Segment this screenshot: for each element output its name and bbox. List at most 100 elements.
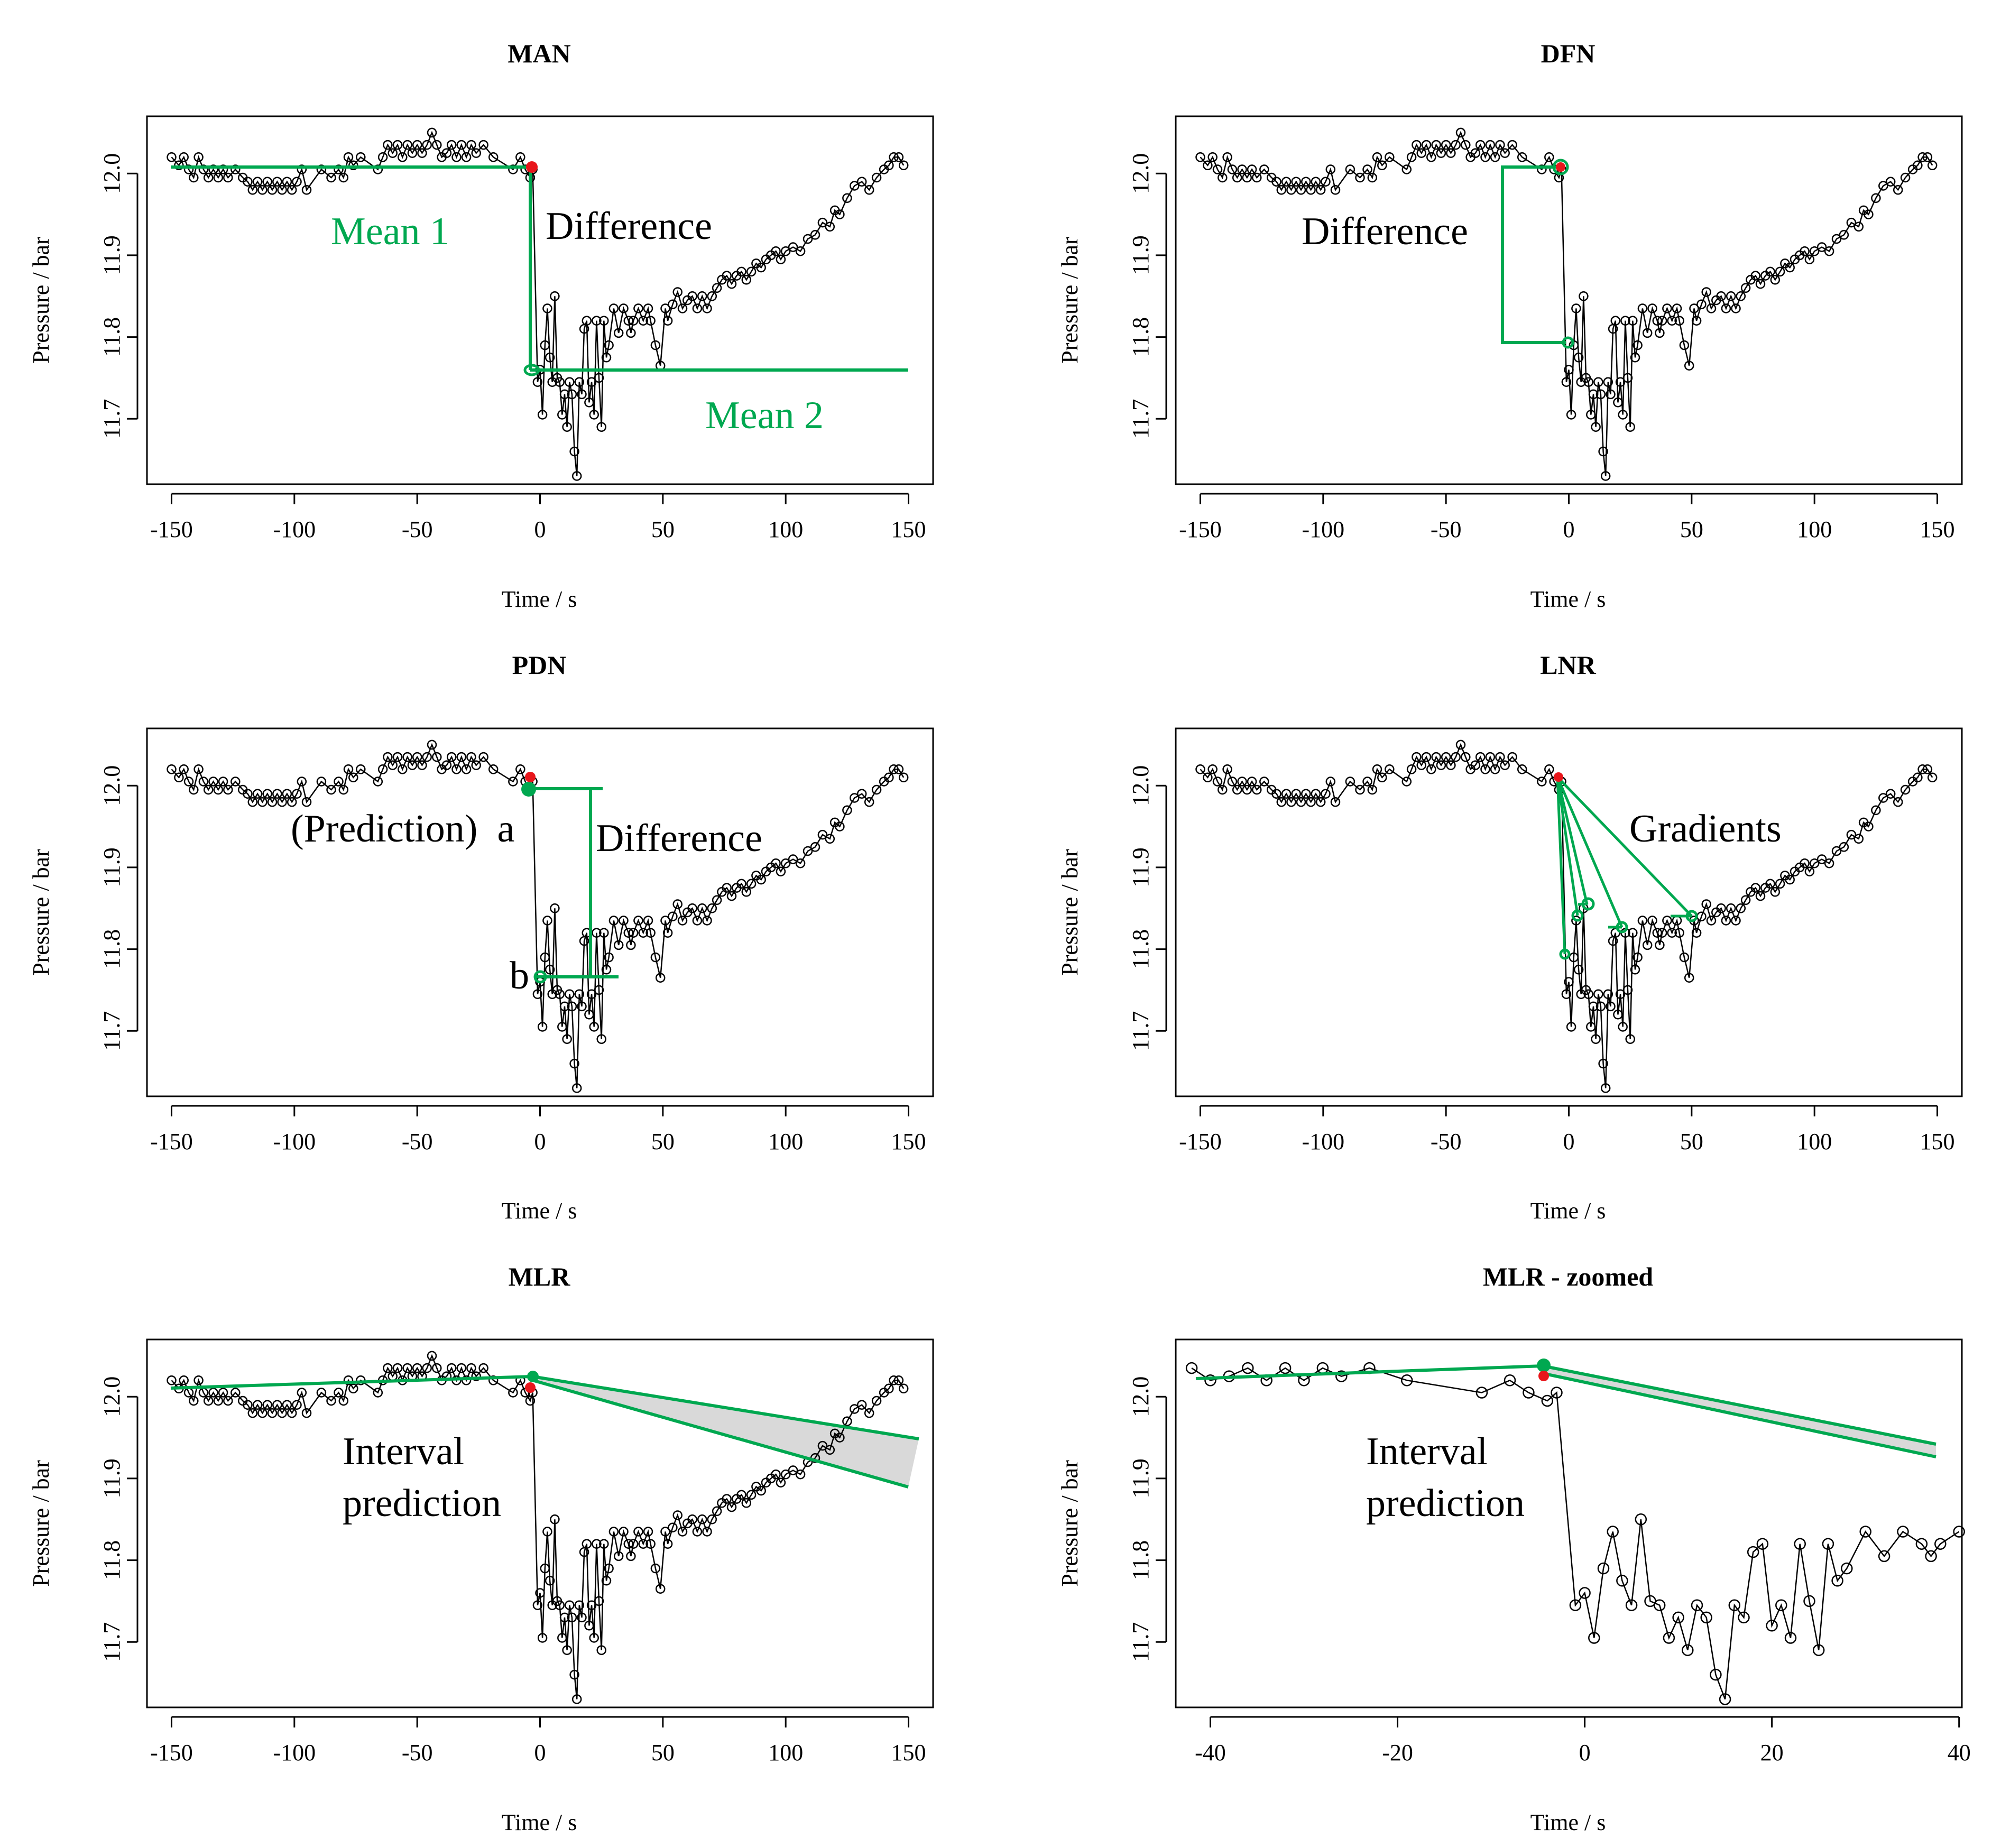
data-point [1537,164,1547,174]
data-point [407,760,418,770]
data-point [1637,303,1648,313]
data-point [608,303,619,313]
data-point [1431,140,1441,150]
data-point [1495,140,1505,150]
data-point [348,772,358,783]
data-point [856,789,867,799]
x-tick-label: -150 [1179,516,1222,542]
x-tick-label: -150 [150,1740,193,1766]
data-point [532,377,543,387]
data-point [736,266,746,277]
data-point [451,764,462,774]
data-point [1321,789,1331,799]
x-tick-label: -50 [1431,516,1462,542]
data-point [1367,172,1378,183]
panel-title-mlr: MLR [509,1262,571,1291]
data-point [599,316,609,326]
data-point [257,1408,268,1418]
data-point [535,1588,545,1598]
data-point [262,1400,272,1410]
prediction-point [1537,1359,1551,1372]
data-point [1885,177,1896,187]
data-point [193,764,204,774]
data-point [1655,328,1665,338]
data-point [545,1576,555,1586]
data-point [582,1539,592,1549]
x-tick-label: 50 [1680,516,1703,542]
data-point [1885,789,1896,799]
interval-band [532,1376,919,1487]
fit-line [170,1375,533,1390]
data-point [1831,846,1842,856]
data-point [613,328,624,338]
data-point [692,303,703,313]
panel-mlr-zoomed: MLR - zoomed -40 -20 0 20 40 11.7 11.8 11.9 12.0… [1057,1262,1971,1835]
data-point [619,916,629,926]
data-point [1927,160,1938,171]
gradient-line-2 [1556,777,1579,916]
data-point [898,1383,909,1394]
data-point [574,1600,585,1610]
data-point [1839,230,1849,240]
annotation-prediction-a: (Prediction) a [291,807,514,851]
axes-mlr: -150 -100 -50 0 50 100 150 11.7 11.8 11.9 12.0 [99,1376,926,1766]
plot-box-mlr-zoomed [1175,1338,1963,1708]
x-tick-label: 150 [1920,516,1955,542]
data-point [402,752,412,762]
data-point [1953,1526,1965,1538]
y-tick-label: 11.7 [1128,399,1154,439]
data-point [889,1375,899,1385]
data-point [1579,1587,1591,1599]
data-point [218,164,228,174]
y-axis-label-mlr-zoomed: Pressure / bar [1057,1460,1083,1587]
data-point [208,777,218,787]
annotation-mean2: Mean 2 [705,394,824,437]
data-point [672,287,683,297]
data-point [1679,340,1690,350]
interval-lower [532,1379,909,1489]
data-point [252,1400,263,1410]
data-point [702,1527,712,1537]
data-point [1596,1001,1606,1012]
pressure-line [1191,1367,1960,1699]
x-tick-label: 0 [1579,1740,1591,1766]
data-point [427,1351,437,1361]
data-point [441,148,452,158]
data-point [662,1539,673,1549]
data-point [1237,777,1247,787]
data-point [1934,1538,1947,1550]
data-point [655,973,666,983]
data-point [577,1612,587,1623]
data-point [550,291,560,301]
x-tick-label: 100 [768,516,803,542]
data-point [1480,152,1490,162]
data-point [189,172,199,183]
data-point [1736,291,1746,301]
data-point [1775,1599,1787,1611]
x-tick-label: 0 [534,1129,546,1154]
annotation-prediction: prediction [343,1482,501,1525]
data-point [1750,271,1760,281]
data-point [1475,752,1486,762]
x-tick-label: -50 [402,1740,433,1766]
data-point [488,152,499,162]
data-point [1655,940,1665,950]
annotation-difference: Difference [546,205,712,248]
data-point [571,1694,582,1704]
data-point [788,854,798,864]
plot-box-mlr [146,1338,934,1708]
data-point [722,271,732,281]
data-point [471,1371,481,1381]
x-tick-label: 150 [891,1129,926,1154]
data-point [1598,446,1608,457]
data-point [788,242,798,252]
data-point [650,952,661,963]
data-point [1406,152,1417,162]
data-point [1385,152,1395,162]
data-point [655,1584,666,1594]
data-point [668,1522,678,1532]
data-point [1684,361,1694,371]
data-point [788,1465,798,1475]
data-point [571,471,582,481]
data-point [1561,377,1572,387]
